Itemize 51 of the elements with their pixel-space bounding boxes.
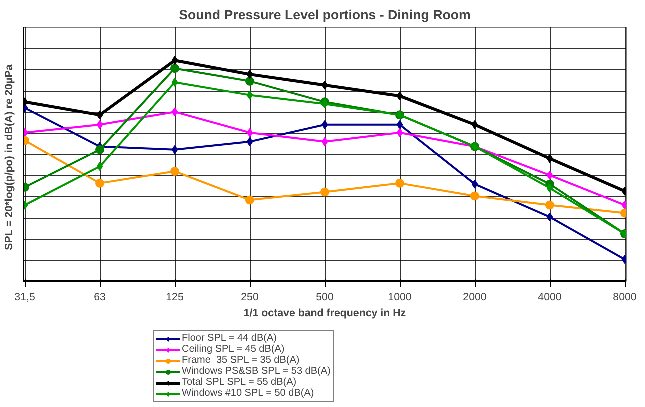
point [170,64,180,74]
point [322,137,328,146]
point [470,192,480,201]
legend-label: Floor SPL = 44 dB(A) [182,333,277,344]
point [396,120,404,130]
legend-label: Frame 35 SPL = 35 dB(A) [182,355,300,366]
x-tick-label: 4000 [538,292,562,304]
x-tick-label: 500 [316,292,334,304]
point [546,200,554,210]
point [246,90,254,100]
x-tick-label: 63 [94,292,106,304]
point [472,120,478,130]
point [172,78,178,87]
x-tick-label: 2000 [463,292,487,304]
x-tick-label: 8000 [613,292,637,304]
point [96,162,104,172]
x-tick-label: 1000 [388,292,412,304]
point [96,178,104,188]
x-tick-label: 250 [241,292,259,304]
x-axis-title: 1/1 octave band frequency in Hz [244,308,406,320]
point [472,180,478,189]
point [396,128,404,138]
point [246,196,254,205]
point [96,110,104,120]
point [172,56,178,66]
point [546,212,554,222]
point [546,170,554,180]
point [322,120,328,130]
chart-title: Sound Pressure Level portions - Dining Room [179,8,472,22]
point [246,137,254,146]
point [322,80,328,90]
point [96,145,104,154]
point [546,154,554,164]
point [320,188,330,197]
point [396,92,404,101]
point [172,145,178,154]
point [546,184,554,193]
point [170,167,180,176]
x-tick-label: 125 [166,292,184,304]
point [246,76,254,86]
legend-label: Windows PS&SB SPL = 53 dB(A) [182,366,331,377]
x-tick-label: 31,5 [14,292,36,304]
y-axis-title: SPL = 20*log(p/po) in dB(A) re 20µPa [4,64,16,250]
legend-label: Ceiling SPL = 45 dB(A) [182,344,285,355]
legend-label: Total SPL SPL = 55 dB(A) [182,377,297,388]
point [172,108,178,117]
point [396,178,404,188]
point [96,120,104,130]
legend-label: Windows #10 SPL = 50 dB(A) [182,388,314,399]
point [246,128,254,138]
point [246,70,254,80]
